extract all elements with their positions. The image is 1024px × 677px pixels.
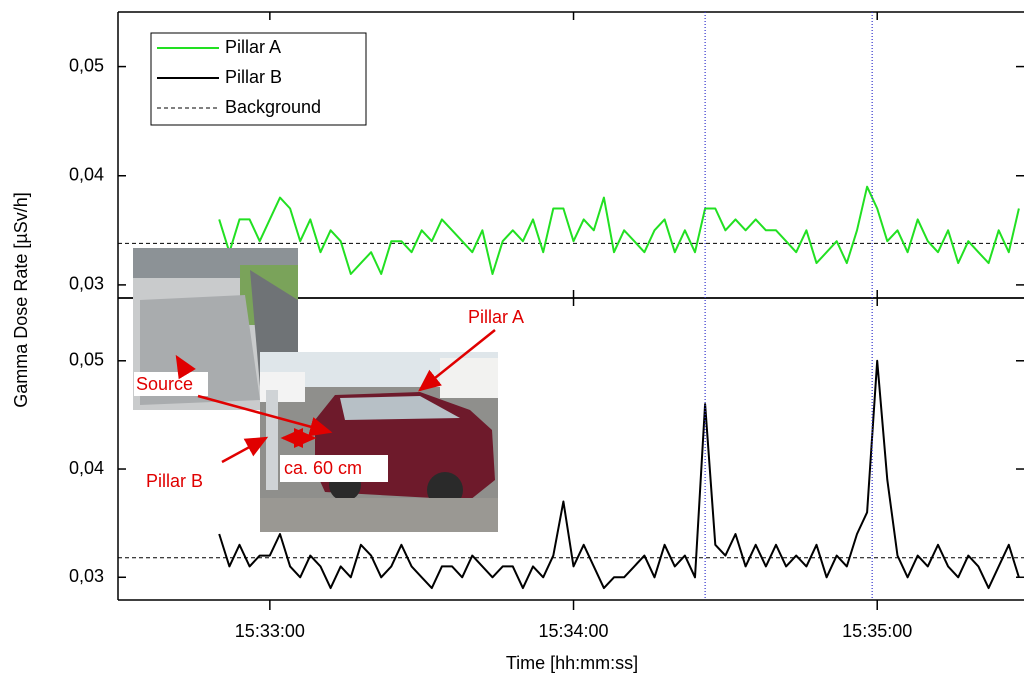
x-tick-label: 15:35:00 bbox=[842, 621, 912, 641]
annotation: Source bbox=[136, 374, 193, 394]
photo-pavement bbox=[260, 498, 498, 532]
arrow bbox=[418, 329, 496, 392]
annotation: Pillar A bbox=[468, 307, 524, 327]
photo-car-window bbox=[340, 396, 460, 420]
legend: Pillar A Pillar B Background bbox=[150, 32, 367, 126]
y-tick-label: 0,04 bbox=[69, 458, 104, 478]
arrow bbox=[175, 354, 196, 380]
y-tick-label: 0,05 bbox=[69, 350, 104, 370]
annotation: Pillar B bbox=[146, 471, 203, 491]
legend-label: Background bbox=[225, 97, 321, 117]
annotation: ca. 60 cm bbox=[284, 458, 362, 478]
photo-pillar bbox=[266, 390, 278, 490]
y-tick-label: 0,03 bbox=[69, 566, 104, 586]
legend-label: Pillar A bbox=[225, 37, 281, 57]
y-tick-label: 0,05 bbox=[69, 55, 104, 75]
x-axis-label: Time [hh:mm:ss] bbox=[506, 653, 638, 673]
data-line bbox=[218, 185, 1020, 275]
y-axis-label: Gamma Dose Rate [µSv/h] bbox=[11, 192, 31, 407]
legend-label: Pillar B bbox=[225, 67, 282, 87]
series-group bbox=[218, 185, 1020, 275]
label-box bbox=[280, 455, 388, 482]
data-line bbox=[218, 359, 1020, 590]
y-tick-label: 0,03 bbox=[69, 274, 104, 294]
arrow bbox=[221, 436, 269, 464]
x-tick-label: 15:33:00 bbox=[235, 621, 305, 641]
x-tick-label: 15:34:00 bbox=[538, 621, 608, 641]
photo-building bbox=[440, 358, 498, 398]
arrow bbox=[197, 394, 333, 437]
series-group bbox=[218, 359, 1020, 590]
annotations: Pillar A Source Pillar B ca. 60 cm bbox=[134, 307, 524, 491]
y-tick-label: 0,04 bbox=[69, 164, 104, 184]
